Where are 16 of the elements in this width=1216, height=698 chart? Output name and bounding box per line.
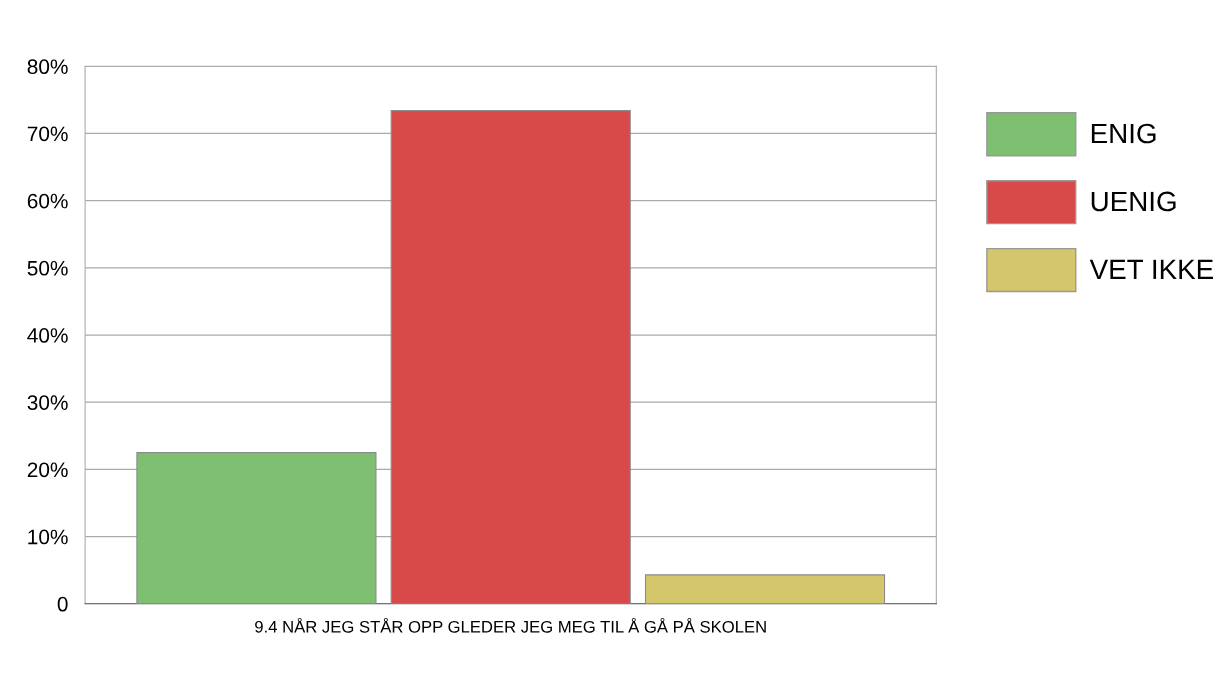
bar: [136, 452, 377, 604]
y-tick-label: 60%: [27, 193, 68, 209]
bar: [390, 110, 631, 604]
y-tick-label: 70%: [27, 126, 68, 142]
y-tick-label: 0: [57, 596, 68, 612]
y-tick-label: 20%: [27, 462, 68, 478]
legend-label: ENIG: [1091, 123, 1156, 144]
legend-label: UENIG: [1091, 191, 1176, 212]
y-tick-label: 30%: [27, 395, 68, 410]
y-tick-label: 80%: [27, 59, 68, 75]
y-tick-label: 40%: [27, 328, 68, 343]
y-tick-label: 10%: [28, 529, 68, 545]
x-tick-label: 9.4 NÅR JEG STÅR OPP GLEDER JEG MEG TIL Å GÅ PÅ SKOLEN: [255, 617, 766, 633]
legend-label: VET IKKE: [1089, 259, 1213, 279]
y-tick-label: 50%: [27, 260, 68, 276]
bar: [644, 574, 886, 604]
